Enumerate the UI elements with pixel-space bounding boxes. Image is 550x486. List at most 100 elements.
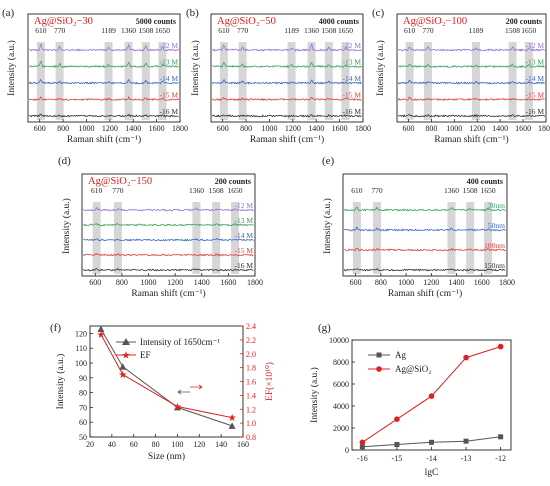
y-tick-label: 8000 xyxy=(333,358,349,367)
plot-frame xyxy=(342,173,508,277)
x-tick-label: 600 xyxy=(89,278,101,287)
peak-label: 1189 xyxy=(469,26,484,35)
peak-label: 770 xyxy=(237,26,249,35)
peak-label: 1650 xyxy=(155,26,170,35)
y-right-tick-label: 2.0 xyxy=(246,350,256,359)
x-tick-label: 800 xyxy=(116,278,128,287)
panel-letter: (g) xyxy=(318,322,331,334)
x-tick-label: 1800 xyxy=(247,278,263,287)
y-tick-label: 2000 xyxy=(333,424,349,433)
legend-marker: ★ xyxy=(122,351,131,362)
left-axis-arrow xyxy=(177,389,190,395)
peak-label: 1360 xyxy=(444,186,459,195)
data-point xyxy=(463,354,469,361)
peak-label: 610 xyxy=(351,186,363,195)
x-tick-label: 1000 xyxy=(398,278,414,287)
peak-label: 610 xyxy=(35,26,47,35)
spectrum-line xyxy=(211,113,362,118)
spectrum-line xyxy=(28,78,179,85)
x-tick-label: 1600 xyxy=(149,124,165,133)
y-axis-label: Intensity (a.u.) xyxy=(61,198,72,254)
data-point xyxy=(429,439,434,445)
x-axis-label: Raman shift (cm⁻¹) xyxy=(250,134,324,145)
x-tick-label: 1200 xyxy=(285,124,301,133)
peak-label: 1508 xyxy=(505,26,520,35)
y-tick-label: 90 xyxy=(79,374,87,383)
peak-band xyxy=(231,202,240,274)
peak-band xyxy=(219,42,228,120)
series-label: -13 M xyxy=(234,216,253,225)
spectrum-line xyxy=(211,43,362,52)
data-point xyxy=(173,403,181,411)
x-tick-label: 1400 xyxy=(492,124,508,133)
data-point xyxy=(228,422,236,429)
peak-label: 1650 xyxy=(338,26,353,35)
panel-f: 20 40 60 80 100 120 140 160 50 60 70 80 90 100 110 120 0… xyxy=(50,322,275,462)
peak-band xyxy=(158,42,167,120)
panel-title: Ag@SiO₂−50 xyxy=(217,16,276,27)
y-tick-label: 80 xyxy=(79,389,87,398)
legend-label: Intensity of 1650cm⁻¹ xyxy=(140,337,220,347)
series-label: -16 M xyxy=(525,107,544,116)
x-tick-label: 600 xyxy=(217,124,229,133)
x-axis-label: Raman shift (cm⁻¹) xyxy=(131,288,205,299)
series-label: -16 M xyxy=(342,107,361,116)
plot-frame xyxy=(27,13,181,123)
y-tick-label: 0 xyxy=(345,446,349,455)
peak-band xyxy=(287,42,296,120)
x-tick-label: 20 xyxy=(86,440,94,449)
x-tick-label: 600 xyxy=(34,124,46,133)
panel-a: 610 770 1189 1360 1508 1650 -12 M -13 M -14 M -15… xyxy=(2,7,188,145)
y-tick-label: 70 xyxy=(79,403,87,412)
x-tick-label: 800 xyxy=(425,124,437,133)
x-tick-label: 600 xyxy=(350,278,362,287)
x-tick-label: 1400 xyxy=(449,278,465,287)
y-axis-label: Intensity (a.u.) xyxy=(309,367,320,423)
x-tick-label: 1600 xyxy=(332,124,348,133)
x-tick-label: 1800 xyxy=(355,124,371,133)
peak-label: 1360 xyxy=(121,26,136,35)
peak-band xyxy=(92,202,101,274)
panel-e: 610 770 1360 1508 1650 30nm 50nm 100nm 150nm 600 8… xyxy=(322,155,515,299)
peak-label: 1189 xyxy=(101,26,116,35)
y-tick-label: 10000 xyxy=(329,336,349,345)
legend-label: EF xyxy=(140,350,151,360)
series-label: 30nm xyxy=(488,201,505,210)
panel-letter: (e) xyxy=(322,155,335,167)
plot-frame xyxy=(81,173,256,277)
series-label: -15 M xyxy=(234,246,253,255)
peak-label: 1508 xyxy=(138,26,153,35)
panel-d: 610 770 1360 1508 1650 -12 M -13 M -14 M -15 M -1… xyxy=(58,155,263,299)
x-tick-label: 1800 xyxy=(499,278,515,287)
peak-band xyxy=(471,42,480,120)
series-label: -16 M xyxy=(159,107,178,116)
peak-band xyxy=(508,42,517,120)
peak-band xyxy=(447,202,456,274)
x-axis-label: Raman shift (cm⁻¹) xyxy=(434,134,508,145)
peak-label: 770 xyxy=(54,26,66,35)
y-tick-label: 4000 xyxy=(333,402,349,411)
data-point xyxy=(394,442,400,447)
y-tick-label: 110 xyxy=(75,344,87,353)
x-tick-label: 1400 xyxy=(308,124,324,133)
peak-label: 1360 xyxy=(189,186,204,195)
series-label: -15 M xyxy=(525,91,544,100)
series-label: -16 M xyxy=(234,261,253,270)
peak-label: 1360 xyxy=(304,26,319,35)
x-tick-label: 1600 xyxy=(474,278,490,287)
spectrum-line xyxy=(83,267,254,272)
data-point xyxy=(394,416,400,423)
spectrum-line xyxy=(344,247,506,252)
series-line xyxy=(100,334,233,419)
y-right-tick-label: 1.2 xyxy=(246,405,256,414)
data-point xyxy=(463,438,469,444)
x-tick-label: 800 xyxy=(57,124,69,133)
x-tick-label: 1000 xyxy=(141,278,157,287)
x-tick-label: 140 xyxy=(215,440,227,449)
y-tick-label: 6000 xyxy=(333,380,349,389)
series-label: -13 M xyxy=(342,58,361,67)
x-tick-label: 1800 xyxy=(172,124,188,133)
x-tick-label: -15 xyxy=(392,454,403,463)
panel-title: Ag@SiO₂−100 xyxy=(403,16,467,27)
spectrum-line xyxy=(344,226,506,232)
